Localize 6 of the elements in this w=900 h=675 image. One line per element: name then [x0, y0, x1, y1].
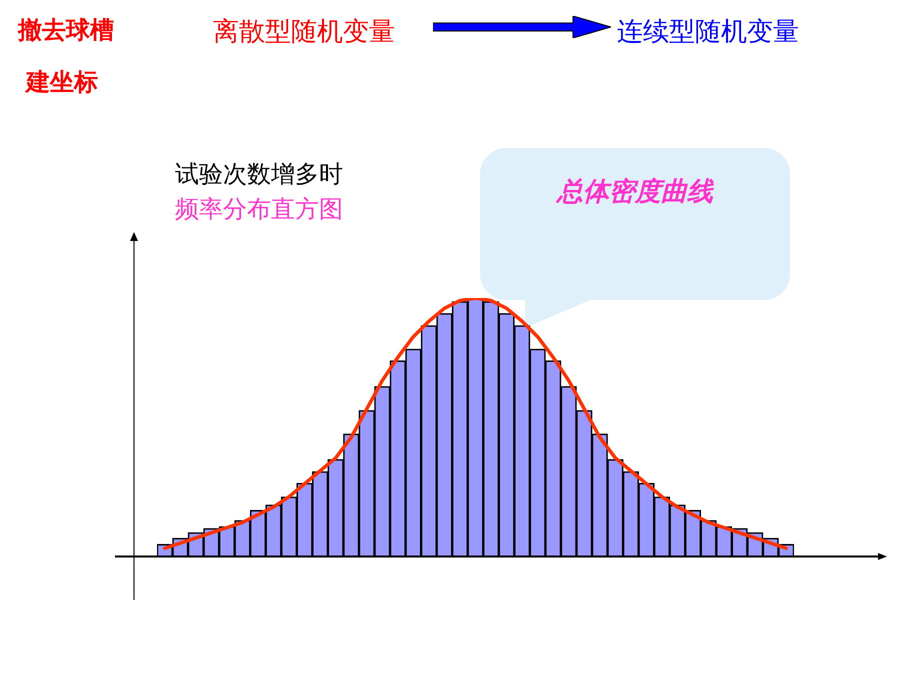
text: 连续型随机变量 [617, 16, 799, 49]
text: 试验次数增多时 [175, 159, 343, 190]
text: 建坐标 [26, 67, 98, 98]
text: 撤去球槽 [18, 15, 114, 46]
text: 频率分布直方图 [175, 194, 343, 225]
text: 离散型随机变量 [213, 16, 395, 49]
